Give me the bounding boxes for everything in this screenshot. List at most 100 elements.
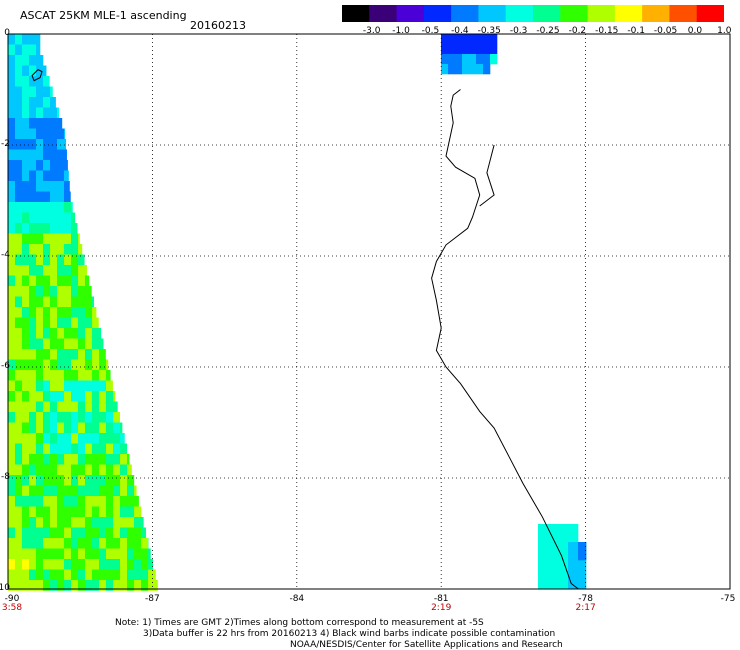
swath-cell — [71, 296, 79, 308]
swath-cell — [29, 527, 37, 539]
swath-cell — [57, 370, 65, 381]
swath-cell — [8, 107, 16, 119]
swath-cell — [22, 107, 30, 119]
swath-cell — [22, 359, 30, 371]
swath-cell — [78, 454, 86, 465]
swath-cell — [71, 317, 79, 329]
swath-cell — [22, 296, 30, 308]
swath-cell — [43, 433, 51, 444]
swath-cell — [8, 527, 16, 539]
swath-cell — [29, 328, 37, 339]
swath-cell — [43, 412, 51, 423]
swath-cell — [469, 54, 477, 65]
swath-cell — [29, 307, 37, 318]
swath-cell — [43, 506, 51, 518]
swath-cell — [50, 170, 58, 182]
longitude-tick-label: -84 — [289, 594, 305, 604]
swath-cell — [71, 475, 79, 486]
swath-cell — [455, 44, 463, 55]
swath-cell — [43, 338, 51, 350]
swath-cell — [120, 475, 128, 486]
swath-cell — [22, 475, 30, 486]
swath-cell — [99, 412, 107, 423]
colorbar-label: -0.25 — [536, 26, 560, 36]
swath-cell — [483, 64, 491, 75]
swath-cell — [64, 254, 72, 266]
swath-cell — [127, 538, 135, 549]
swath-cell — [22, 328, 30, 339]
swath-cell — [15, 139, 23, 150]
swath-cell — [78, 548, 86, 560]
swath-cell — [64, 223, 72, 234]
swath-cell — [78, 527, 86, 539]
swath-cell — [50, 86, 53, 98]
swath-cell — [148, 548, 151, 560]
swath-cell — [64, 139, 67, 150]
swath-cell — [36, 391, 44, 402]
swath-cell — [8, 454, 16, 465]
swath-cell — [64, 506, 72, 518]
swath-cell — [15, 548, 23, 560]
swath-cell — [71, 286, 79, 297]
swath-cell — [22, 538, 30, 549]
swath-cell — [29, 422, 37, 434]
swath-cell — [78, 433, 86, 444]
swath-cell — [57, 286, 65, 297]
swath-cell — [71, 244, 79, 255]
swath-cell — [106, 464, 114, 476]
swath-cell — [22, 139, 30, 150]
map-date: 20160213 — [190, 19, 246, 32]
swath-cell — [29, 412, 37, 423]
swath-cell — [127, 548, 135, 560]
swath-cell — [50, 548, 58, 560]
swath-cell — [490, 44, 498, 55]
swath-cell — [29, 44, 37, 56]
swath-cell — [8, 286, 16, 297]
swath-cell — [127, 454, 130, 465]
swath-cell — [50, 359, 58, 371]
swath-cell — [120, 454, 128, 465]
swath-cell — [15, 475, 23, 486]
swath-cell — [78, 580, 86, 591]
swath-cell — [85, 580, 93, 591]
swath-cell — [36, 212, 44, 224]
swath-cell — [71, 506, 79, 518]
swath-cell — [43, 118, 51, 129]
swath-cell — [22, 44, 30, 56]
swath-cell — [36, 139, 44, 150]
swath-cell — [490, 54, 498, 65]
swath-cell — [36, 517, 44, 528]
swath-cell — [120, 485, 128, 497]
swath-cell — [455, 64, 463, 75]
swath-cell — [43, 202, 51, 213]
swath-cell — [15, 160, 23, 171]
swath-cell — [8, 65, 16, 77]
swath-cell — [8, 506, 16, 518]
swath-cell — [113, 433, 121, 444]
swath-cell — [15, 212, 23, 224]
swath-cell — [64, 149, 67, 161]
swath-cell — [92, 475, 100, 486]
swath-cell — [29, 107, 37, 119]
colorbar-swatch — [669, 5, 698, 22]
swath-cell — [29, 275, 37, 287]
swath-cell — [36, 559, 44, 570]
swath-cell — [22, 118, 30, 129]
swath-cell — [441, 64, 449, 75]
swath-cell — [29, 296, 37, 308]
swath-cell — [57, 569, 65, 581]
swath-cell — [22, 559, 30, 570]
swath-cell — [71, 443, 79, 455]
swath-cell — [113, 391, 116, 402]
colorbar-label: -0.4 — [451, 26, 469, 36]
time-tick-label: 2:19 — [431, 603, 452, 613]
swath-cell — [78, 338, 86, 350]
swath-cell — [57, 265, 65, 276]
swath-cell — [29, 55, 37, 66]
swath-cell — [92, 506, 100, 518]
swath-cell — [50, 307, 58, 318]
swath-cell — [462, 64, 470, 75]
swath-cell — [92, 422, 100, 434]
swath-cell — [127, 569, 135, 581]
swath-cell — [64, 517, 72, 528]
